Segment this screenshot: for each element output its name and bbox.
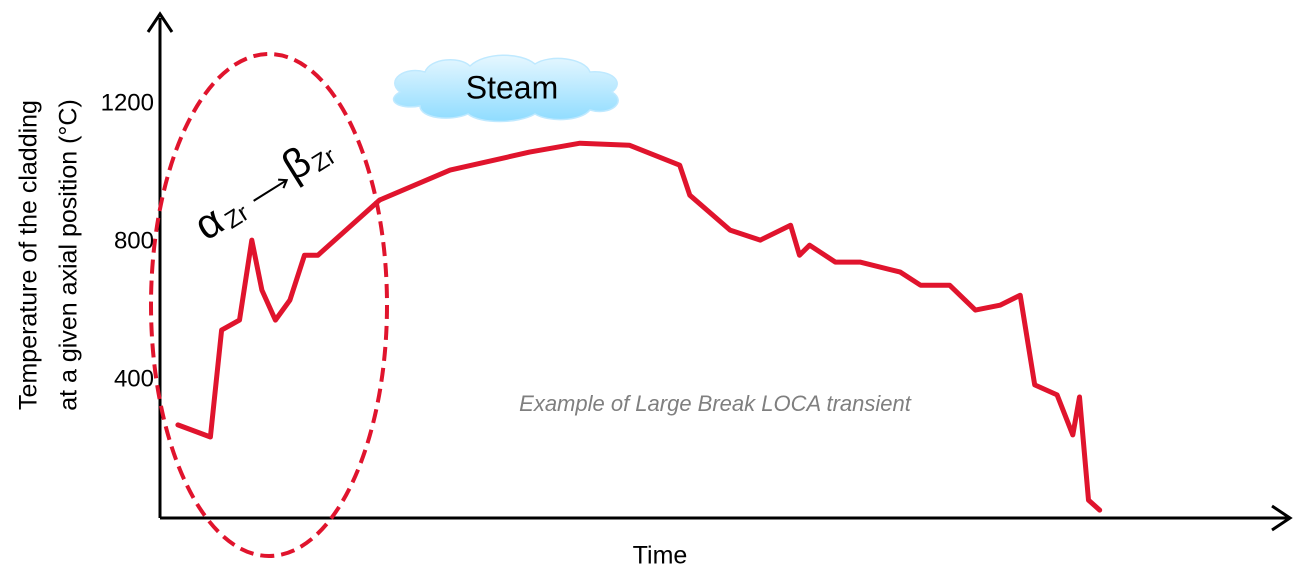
phase-from: α — [186, 196, 231, 249]
y-tick-label: 800 — [114, 227, 154, 254]
y-axis-label-line: at a given axial position (°C) — [55, 99, 83, 411]
phase-transition: α Zr β Zr — [186, 137, 341, 249]
y-tick-label: 1200 — [101, 90, 154, 117]
y-axis-label-line: Temperature of the cladding — [15, 100, 43, 410]
y-axis-arrow — [146, 11, 174, 33]
cloud-label: Steam — [466, 69, 558, 105]
x-axis-label: Time — [633, 542, 688, 570]
temperature-line — [175, 140, 1103, 513]
steam-cloud — [392, 54, 619, 123]
phase-arrow-head — [278, 178, 289, 189]
highlight-ellipse — [149, 52, 389, 558]
phase-arrow — [253, 179, 287, 202]
x-axis-arrow — [1271, 504, 1293, 532]
annotation: Example of Large Break LOCA transient — [519, 391, 912, 416]
y-tick-label: 400 — [114, 365, 154, 392]
y-axis-label: Temperature of the cladding at a given a… — [15, 99, 83, 411]
